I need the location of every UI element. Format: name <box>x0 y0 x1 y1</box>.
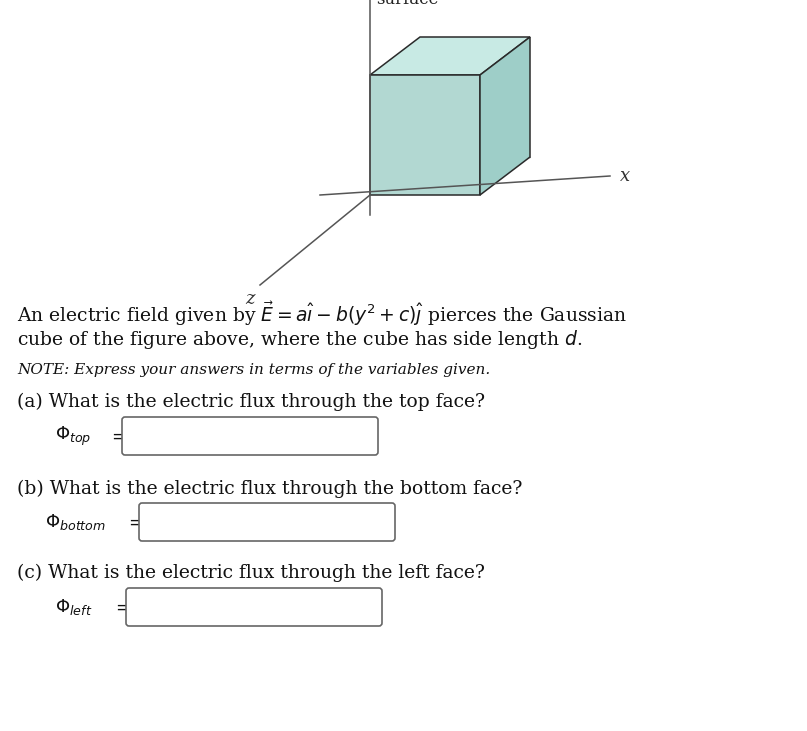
Text: z: z <box>245 290 255 308</box>
Text: cube of the figure above, where the cube has side length $d$.: cube of the figure above, where the cube… <box>17 328 583 351</box>
Text: NOTE: Express your answers in terms of the variables given.: NOTE: Express your answers in terms of t… <box>17 363 490 377</box>
FancyBboxPatch shape <box>126 588 382 626</box>
Polygon shape <box>370 37 530 75</box>
FancyBboxPatch shape <box>139 503 395 541</box>
Text: An electric field given by $\vec{E} = a\hat{\imath} - b(y^2 + c)\hat{\jmath}$ pi: An electric field given by $\vec{E} = a\… <box>17 300 627 328</box>
Text: $\Phi_{top}$: $\Phi_{top}$ <box>55 425 91 447</box>
FancyBboxPatch shape <box>122 417 378 455</box>
Text: $=$: $=$ <box>112 598 131 616</box>
Text: $\Phi_{bottom}$: $\Phi_{bottom}$ <box>45 512 106 532</box>
Polygon shape <box>370 75 480 195</box>
Polygon shape <box>480 37 530 195</box>
Text: $=$: $=$ <box>108 427 127 445</box>
Text: $\Phi_{left}$: $\Phi_{left}$ <box>55 597 92 617</box>
Text: (a) What is the electric flux through the top face?: (a) What is the electric flux through th… <box>17 393 485 412</box>
Text: $=$: $=$ <box>125 513 144 531</box>
Text: (b) What is the electric flux through the bottom face?: (b) What is the electric flux through th… <box>17 480 522 499</box>
Text: Gaussian
surface: Gaussian surface <box>376 0 453 7</box>
Text: (c) What is the electric flux through the left face?: (c) What is the electric flux through th… <box>17 564 485 583</box>
Text: x: x <box>620 167 630 185</box>
